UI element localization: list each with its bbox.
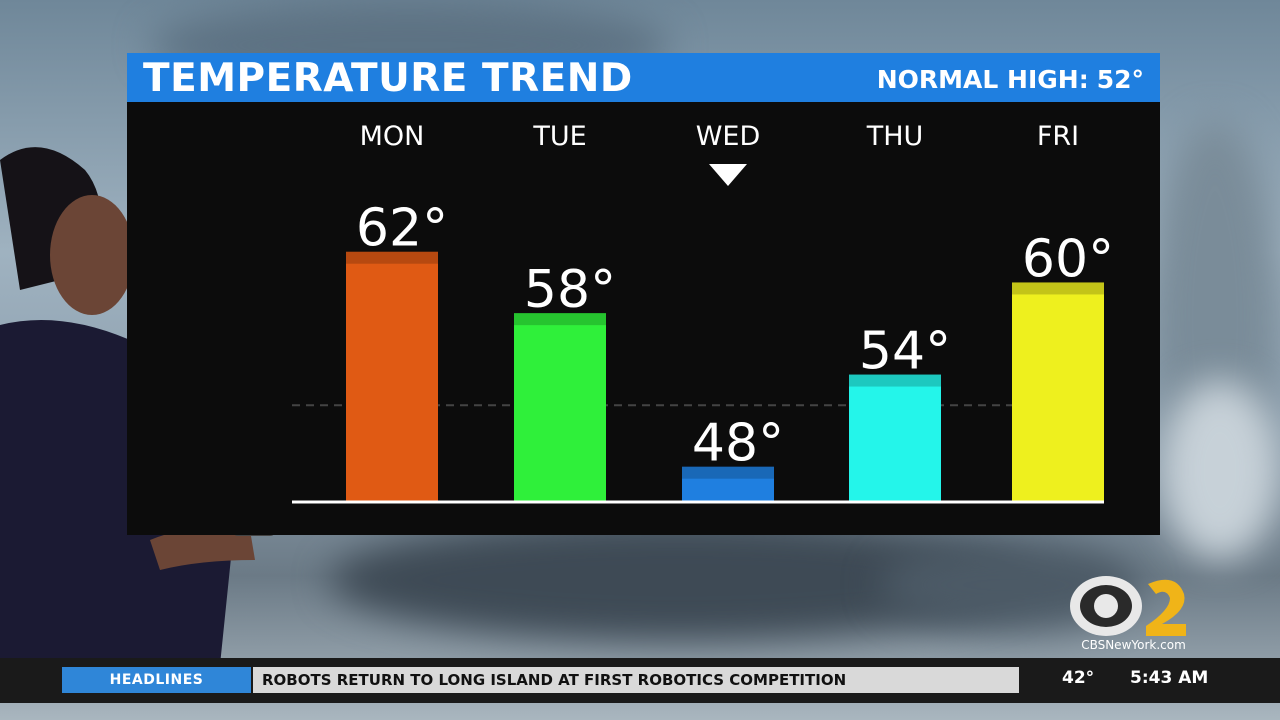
news-ticker: HEADLINES ROBOTS RETURN TO LONG ISLAND A… [0,658,1280,703]
bar-cap-thu [849,374,941,387]
value-label-tue: 58° [524,260,616,320]
normal-high: NORMAL HIGH: 52° [877,65,1144,94]
value-label-thu: 54° [859,322,951,382]
headlines-tag: HEADLINES [62,667,251,693]
bar-tue [514,313,606,502]
temperature-bar-chart: MON 62° TUE 58° WED 48° THU 54° FRI 60° [292,121,1114,504]
panel-header: TEMPERATURE TREND NORMAL HIGH: 52° [127,53,1160,102]
value-label-wed: 48° [692,414,784,474]
bar-mon [346,251,438,502]
current-time: 5:43 AM [1130,668,1209,688]
day-label-mon: MON [360,121,425,152]
current-day-marker-icon [709,164,747,186]
value-label-mon: 62° [356,199,448,259]
day-label-tue: TUE [532,121,586,152]
bar-cap-wed [682,466,774,479]
logo-url: CBSNewYork.com [1081,638,1186,652]
day-label-fri: FRI [1037,121,1079,152]
chart-title: TEMPERATURE TREND [143,56,633,101]
day-label-wed: WED [696,121,761,152]
normal-high-label: NORMAL HIGH: [876,65,1089,94]
bar-cap-tue [514,313,606,326]
normal-high-value: 52° [1096,65,1144,94]
current-temperature: 42° [1062,668,1095,688]
value-label-fri: 60° [1022,229,1114,289]
bar-cap-mon [346,251,438,264]
bar-cap-fri [1012,282,1104,295]
bar-fri [1012,282,1104,502]
headline-text: ROBOTS RETURN TO LONG ISLAND AT FIRST RO… [253,667,1019,693]
temperature-trend-panel: MON 62° TUE 58° WED 48° THU 54° FRI 60° TEMPERATU… [127,53,1160,535]
day-label-thu: THU [866,121,924,152]
bar-wed [682,466,774,502]
bar-thu [849,374,941,502]
cbs-2-logo [1070,576,1186,636]
